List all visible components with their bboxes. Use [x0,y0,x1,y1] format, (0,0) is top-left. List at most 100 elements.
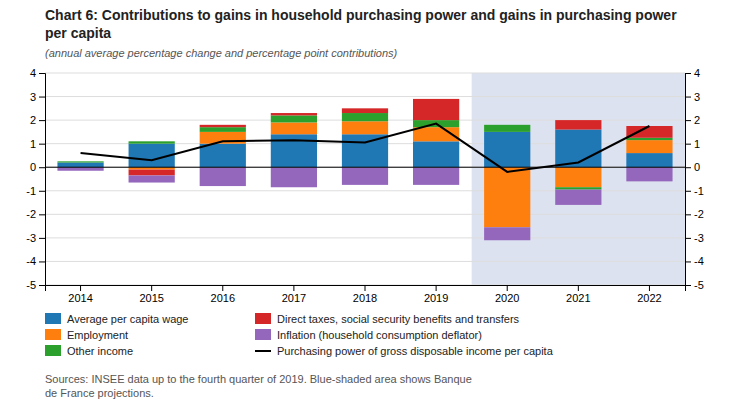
bar [200,144,246,168]
grid-line [45,167,685,168]
tick-mark [685,214,691,215]
legend-swatch [255,329,271,340]
legend-label: Average per capita wage [67,313,189,325]
tick-mark [222,285,223,291]
bar [342,121,388,134]
bar [129,175,175,182]
tick: 2 [30,114,45,126]
tick-label: 1 [694,138,700,150]
bar-series [57,167,672,240]
bar [342,113,388,121]
bar [342,108,388,113]
tick-mark [39,238,45,239]
tick-label: -1 [694,185,704,197]
tick-label: 0 [30,161,36,173]
bar [555,187,601,189]
tick-mark [39,144,45,145]
axis-line [46,286,686,292]
bar [200,125,246,127]
tick: 4 [30,67,45,79]
tick-label: 4 [694,67,700,79]
legend-item: Other income [45,345,133,357]
tick: 1 [30,138,45,150]
tick: 2020 [495,285,519,304]
bar [200,167,246,186]
tick-mark [685,120,691,121]
legend-item: Inflation (household consumption deflato… [255,329,482,341]
tick-mark [293,285,294,291]
legend-label: Purchasing power of gross disposable inc… [277,345,554,357]
bar [271,115,317,122]
tick: 2017 [282,285,306,304]
tick-label: -1 [26,185,36,197]
tick: 2015 [139,285,163,304]
bar [271,113,317,115]
tick: 3 [685,91,700,103]
bar [129,141,175,143]
tick-label: 1 [30,138,36,150]
tick: 2018 [353,285,377,304]
tick: -5 [26,279,45,291]
legend-swatch [45,329,61,340]
bar [271,122,317,134]
bar [413,167,459,185]
tick: 2019 [424,285,448,304]
bar [484,227,530,240]
legend-label: Other income [67,345,133,357]
title-line: per capita [45,25,111,41]
tick-mark [685,261,691,262]
tick: 3 [30,91,45,103]
tick-mark [39,191,45,192]
tick-mark [649,285,650,291]
tick: -4 [26,255,45,267]
tick-mark [151,285,152,291]
tick-label: -2 [694,208,704,220]
tick-mark [578,285,579,291]
bar-series [57,113,672,190]
legend: Average per capita wage Employment Other i… [45,313,554,357]
tick: -3 [26,232,45,244]
bar [555,120,601,129]
tick-mark [39,285,45,286]
bar-series [129,99,673,176]
bar [57,163,103,168]
tick-label: 4 [30,67,36,79]
tick-mark [685,238,691,239]
axis-line [39,74,46,286]
grid-line [45,96,685,97]
tick-mark [685,73,691,74]
tick-label: 2020 [495,292,519,304]
title: Chart 6: Contributions to gains in house… [45,7,680,41]
axis-line [686,74,692,286]
tick-label: 2 [694,114,700,126]
legend-swatch [45,345,61,356]
bar [626,140,672,153]
x-axis: 201420152016201720182019202020212022 [46,285,686,304]
plot: 201420152016201720182019202020212022-5-4… [26,67,704,304]
tick: 2021 [566,285,590,304]
tick-label: -4 [694,255,704,267]
tick: 2016 [211,285,235,304]
legend-item: Employment [45,329,128,341]
bar [555,190,601,205]
bar [626,167,672,181]
bar [555,167,601,187]
tick-label: -4 [26,255,36,267]
tick: 0 [685,161,700,173]
tick-mark [80,285,81,291]
tick: 2014 [68,285,92,304]
grid-line [45,214,685,215]
projection-shading [472,73,685,285]
bar [626,153,672,167]
bar [271,167,317,187]
tick-mark [39,214,45,215]
zero-line [45,167,685,168]
tick-label: 2017 [282,292,306,304]
tick-mark [39,167,45,168]
bar [129,170,175,176]
tick: 4 [685,67,700,79]
annotation: Sources: INSEE data up to the fourth qua… [45,373,475,399]
legend-label: Employment [67,329,128,341]
tick: 2 [685,114,700,126]
tick: -5 [685,279,704,291]
